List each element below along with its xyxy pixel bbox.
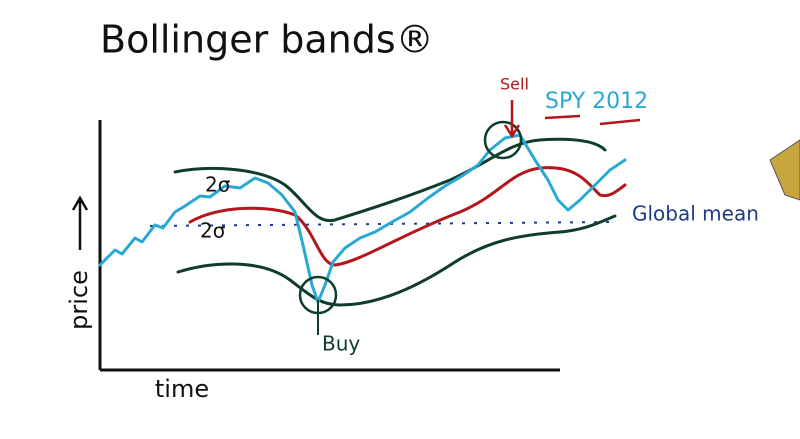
upper-sigma-label: 2σ xyxy=(205,173,231,197)
lower-sigma-label: 2σ xyxy=(200,219,226,243)
upper-band xyxy=(173,137,607,223)
lower-band xyxy=(176,214,617,307)
sell-circle xyxy=(483,120,523,160)
y-axis-label: price xyxy=(65,270,93,330)
global-mean-line xyxy=(149,221,611,227)
buy-label: Buy xyxy=(322,332,360,356)
x-axis-label: time xyxy=(155,375,209,403)
middle-band xyxy=(188,166,627,267)
series-label: SPY 2012 xyxy=(545,89,648,114)
price-line xyxy=(98,133,627,304)
title: Bollinger bands® xyxy=(100,18,434,62)
pen xyxy=(769,139,800,201)
sell-label: Sell xyxy=(500,75,529,94)
mean-label: Global mean xyxy=(632,202,759,226)
sell-arrow xyxy=(503,100,521,139)
series-underline xyxy=(544,114,641,126)
y-axis-arrow xyxy=(71,195,89,250)
